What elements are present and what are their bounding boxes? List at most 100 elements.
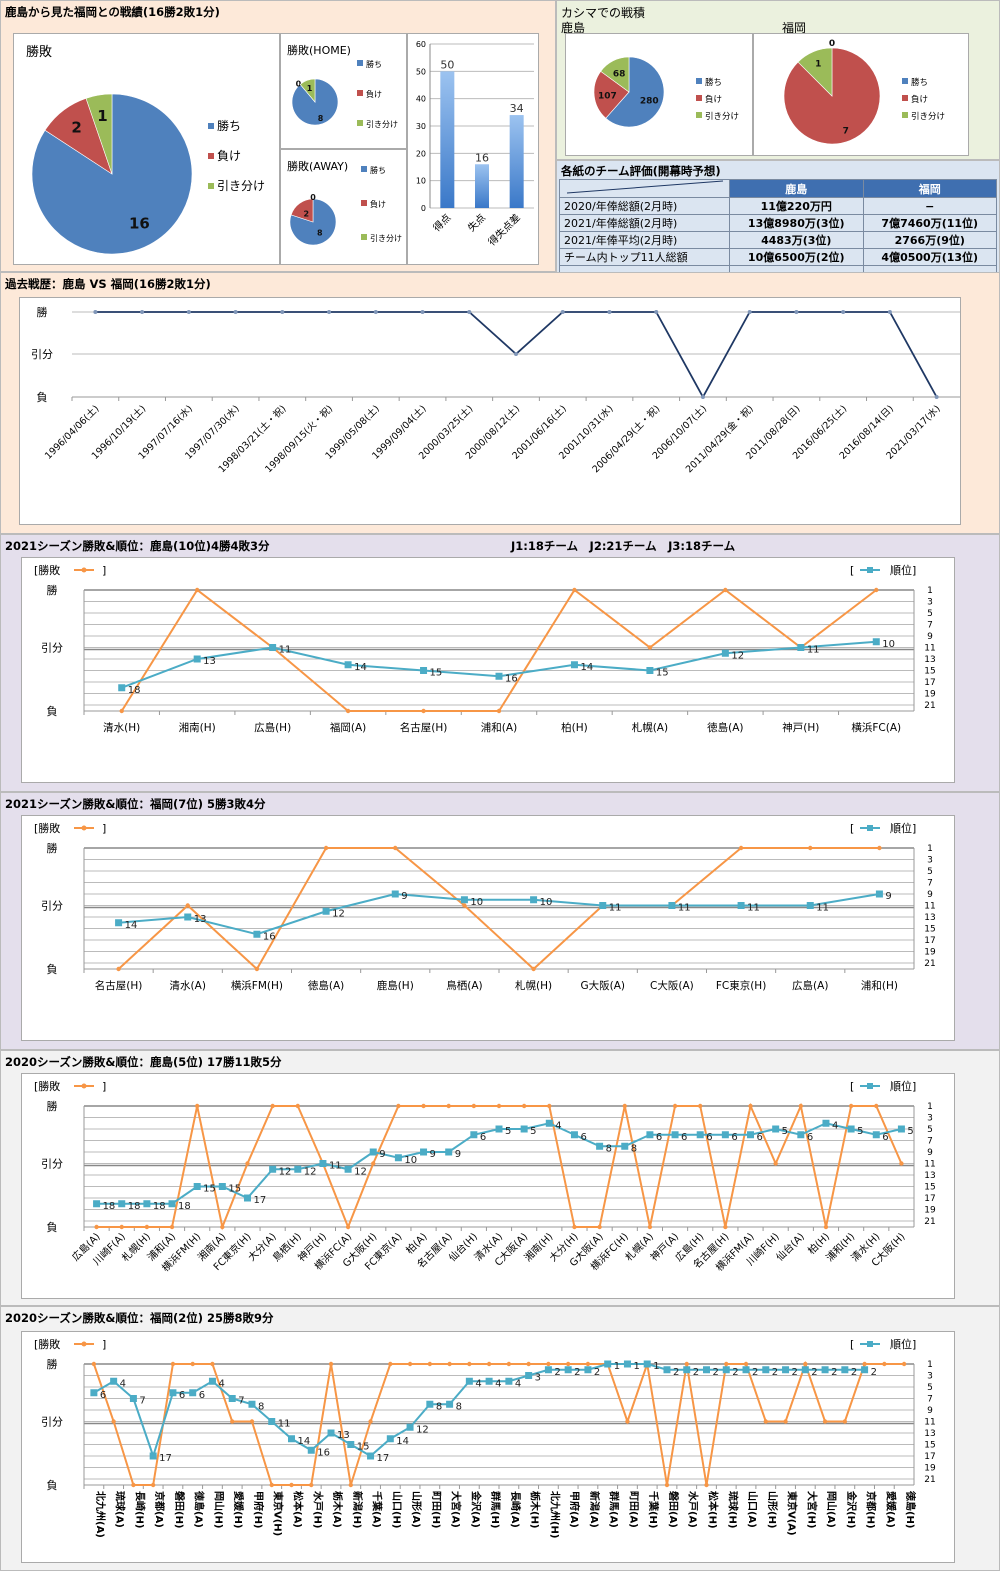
rank-point (485, 1377, 493, 1385)
result-point (486, 1361, 492, 1367)
x-tick-label: 京都(A) (153, 1491, 166, 1528)
pie-fukuoka-at-kashima-panel: 0 7 1 勝ち 負け 引き分け (753, 33, 969, 156)
table-cell: 2020/年俸総額(2月時) (559, 197, 730, 215)
result-point (348, 1482, 353, 1488)
x-tick-label: 琉球(A) (114, 1491, 127, 1528)
rank-point (465, 1377, 473, 1385)
rank-point (584, 1366, 592, 1374)
result-point (862, 1361, 867, 1367)
rank-tick-label: 21 (924, 1475, 935, 1485)
y-tick-label: 20 (416, 149, 426, 158)
y-tick-label: 負 (37, 391, 48, 404)
rank-point (747, 1131, 755, 1139)
rank-label: 4 (832, 1120, 838, 1131)
section-2020-fukuoka: 2020シーズン勝敗&順位：福岡(2位) 25勝8敗9分 [勝敗][順位] 1 3 5… (0, 1306, 1000, 1571)
rank-label: 4 (120, 1378, 126, 1389)
rank-label: 11 (329, 1161, 342, 1172)
rank-point (344, 1165, 352, 1173)
bar (509, 115, 524, 208)
data-point (747, 310, 752, 314)
data-label: 16 (129, 215, 150, 233)
rank-label: 6 (656, 1132, 662, 1143)
result-line (92, 1360, 905, 1486)
x-tick-label: 清水(H) (103, 721, 140, 734)
result-point (289, 1482, 294, 1488)
rank-label: 18 (128, 685, 141, 696)
result-point (724, 1361, 729, 1367)
rank-label: 11 (816, 903, 829, 914)
rank-label: 17 (377, 1453, 390, 1464)
rank-point (322, 907, 330, 915)
x-tick-label: 北九州(A) (94, 1491, 107, 1538)
rank-label: 10 (404, 1155, 417, 1166)
data-point (607, 310, 612, 314)
legend-swatch (208, 153, 214, 159)
data-label: 2 (303, 210, 309, 219)
chart-title: 勝敗 (26, 45, 52, 60)
legend-swatch (902, 112, 908, 118)
rank-label: 11 (807, 645, 820, 656)
rank-point (93, 1200, 101, 1208)
result-point (496, 1103, 502, 1109)
result-point (496, 708, 502, 714)
rank-tick-label: 19 (924, 1206, 936, 1216)
x-tick-label: 山形(H) (766, 1491, 779, 1529)
rank-label: 15 (203, 1184, 216, 1195)
rank-label: 2 (811, 1367, 817, 1378)
rank-tick-label: 9 (927, 1148, 933, 1158)
rank-point (344, 661, 352, 669)
legend-swatch (902, 95, 908, 101)
rank-point (872, 638, 880, 646)
rank-label: 18 (178, 1201, 191, 1212)
x-tick-label: 琉球(H) (726, 1491, 739, 1529)
result-point (723, 1224, 728, 1230)
result-point (421, 1103, 426, 1109)
section-title: 2021シーズン勝敗&順位：鹿島(10位)4勝4敗3分 (5, 539, 270, 553)
rank-tick-label: 19 (924, 690, 936, 700)
rank-point (596, 1142, 604, 1150)
rank-tick-label: 11 (924, 902, 935, 912)
result-tick-label: 引分 (41, 641, 63, 655)
rank-point (841, 1366, 849, 1374)
result-point (116, 966, 121, 972)
rank-label: 4 (555, 1120, 561, 1131)
rank-label: 5 (782, 1126, 788, 1137)
rank-point (495, 672, 503, 680)
result-point (803, 1361, 808, 1367)
league-note: J1:18チーム J2:21チーム J3:18チーム (511, 539, 736, 553)
rank-point (189, 1389, 197, 1397)
rank-point (115, 919, 123, 927)
table-header-cell (559, 179, 730, 198)
x-tick-label: 町田(H) (430, 1491, 442, 1529)
rank-tick-label: 1 (927, 586, 933, 596)
rank-point (646, 667, 654, 674)
legend-swatch (696, 78, 702, 84)
result-point (309, 1482, 314, 1488)
result-point (249, 1419, 255, 1424)
legend-label: 勝ち (366, 59, 382, 69)
rank-label: 11 (279, 645, 292, 656)
rank-point (663, 1366, 671, 1374)
rank-label: 12 (416, 1424, 429, 1435)
data-point (327, 310, 332, 314)
rank-tick-label: 13 (924, 1171, 935, 1181)
rank-point (623, 1360, 631, 1368)
rank-label: 11 (609, 903, 622, 914)
x-tick-label: C大阪(A) (650, 979, 694, 992)
rank-point (426, 1400, 434, 1408)
result-point (185, 903, 190, 908)
result-line (117, 847, 880, 971)
rank-line (93, 1363, 865, 1460)
section-title: 過去戦歴：鹿島 VS 福岡(16勝2敗1分) (5, 277, 211, 291)
rank-label: 2 (831, 1367, 837, 1378)
rank-label: 15 (228, 1184, 241, 1195)
rank-tick-label: 11 (924, 644, 935, 654)
rank-label: 12 (279, 1166, 292, 1177)
y-tick-label: 勝 (37, 305, 48, 319)
chart-title: 勝敗(HOME) (287, 43, 351, 57)
rank-label: 4 (515, 1378, 521, 1389)
x-tick-label: 得点 (431, 212, 454, 235)
x-tick-label: 失点 (465, 211, 488, 234)
rank-point (797, 1131, 805, 1139)
